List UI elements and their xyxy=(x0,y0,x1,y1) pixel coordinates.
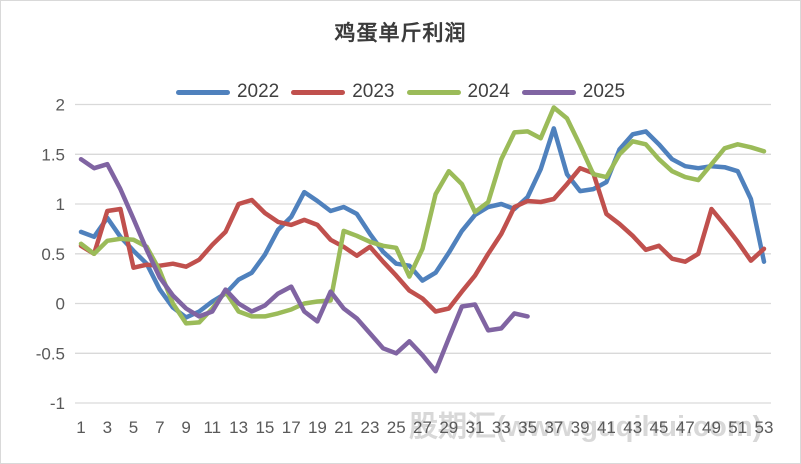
x-tick-label: 3 xyxy=(103,418,112,437)
legend-swatch-2025 xyxy=(521,89,576,95)
legend-swatch-2022 xyxy=(175,89,230,95)
x-tick-label: 13 xyxy=(229,418,248,437)
y-tick-label: -1 xyxy=(50,394,65,413)
y-tick-label: 1 xyxy=(56,195,65,214)
series-2024-line xyxy=(78,105,767,326)
x-tick-label: 53 xyxy=(755,418,774,437)
y-tick-label: 2 xyxy=(56,96,65,115)
series-2023-line xyxy=(78,165,767,314)
chart-legend: 2022 2023 2024 2025 xyxy=(1,81,800,103)
x-tick-label: 21 xyxy=(334,418,353,437)
x-tick-label: 49 xyxy=(702,418,721,437)
y-tick-label: 0 xyxy=(56,295,65,314)
x-tick-label: 33 xyxy=(492,418,511,437)
x-tick-label: 9 xyxy=(181,418,190,437)
x-tick-label: 41 xyxy=(597,418,616,437)
x-tick-label: 15 xyxy=(255,418,274,437)
x-tick-label: 39 xyxy=(571,418,590,437)
x-tick-label: 17 xyxy=(282,418,301,437)
legend-item-2024: 2024 xyxy=(406,81,510,103)
x-tick-label: 31 xyxy=(466,418,485,437)
watermark-text: 股期汇(www.guqihui.com) xyxy=(409,411,763,443)
x-tick-label: 35 xyxy=(518,418,537,437)
x-tick-label: 45 xyxy=(649,418,668,437)
x-tick-label: 11 xyxy=(203,418,221,437)
y-tick-label: 1.5 xyxy=(41,145,65,164)
legend-label-2024: 2024 xyxy=(467,81,510,102)
x-tick-label: 5 xyxy=(129,418,138,437)
chart-title: 鸡蛋单斤利润 xyxy=(334,21,467,45)
legend-swatch-2023 xyxy=(291,89,346,95)
legend-label-2022: 2022 xyxy=(236,81,280,102)
x-tick-label: 43 xyxy=(623,418,642,437)
x-tick-label: 27 xyxy=(413,418,432,437)
x-tick-label: 7 xyxy=(155,418,164,437)
x-tick-label: 23 xyxy=(361,418,380,437)
legend-label-2023: 2023 xyxy=(352,81,395,102)
series-2022-line xyxy=(78,126,767,320)
legend-swatch-2024 xyxy=(406,89,461,95)
y-tick-label: 0.5 xyxy=(41,245,65,264)
x-tick-label: 19 xyxy=(308,418,327,437)
x-tick-label: 37 xyxy=(544,418,563,437)
legend-item-2023: 2023 xyxy=(291,81,395,103)
y-axis-tick-labels: 2 1.5 1 0.5 0 -0.5 -1 xyxy=(36,96,65,414)
x-tick-label: 25 xyxy=(387,418,406,437)
x-axis-tick-labels: 1 3 5 7 9 11 13 15 17 19 21 23 25 27 29 31 33 35 37 39 41 43 4… xyxy=(76,418,773,437)
legend-item-2025: 2025 xyxy=(521,81,626,103)
legend-item-2022: 2022 xyxy=(175,81,280,103)
y-tick-label: -0.5 xyxy=(36,344,65,363)
legend-label-2025: 2025 xyxy=(582,81,626,102)
x-tick-label: 1 xyxy=(76,418,85,437)
x-tick-label: 29 xyxy=(439,418,458,437)
x-tick-label: 51 xyxy=(728,418,747,437)
series-2025-line xyxy=(78,156,530,374)
x-tick-label: 47 xyxy=(676,418,695,437)
